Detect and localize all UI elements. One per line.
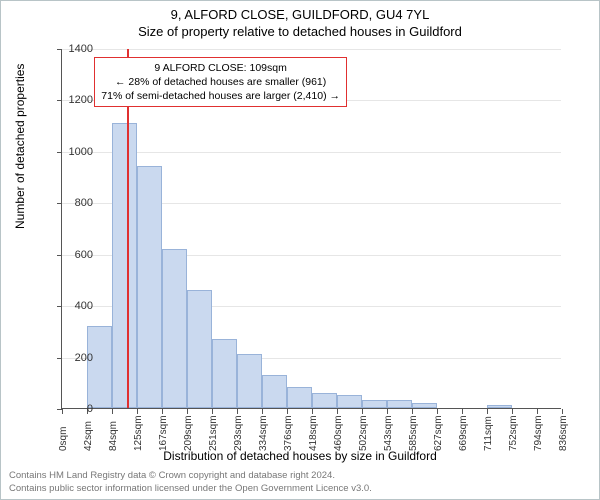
histogram-chart: 0sqm42sqm84sqm125sqm167sqm209sqm251sqm29… — [61, 49, 561, 409]
histogram-bar — [362, 400, 387, 408]
xtick-mark — [412, 409, 413, 414]
page-title-line1: 9, ALFORD CLOSE, GUILDFORD, GU4 7YL — [1, 7, 599, 22]
ytick-label: 200 — [75, 352, 93, 364]
xtick-label: 167sqm — [158, 415, 169, 451]
histogram-bar — [387, 400, 412, 408]
xtick-label: 627sqm — [433, 415, 444, 451]
xtick-mark — [337, 409, 338, 414]
annotation-line: ← 28% of detached houses are smaller (96… — [101, 75, 340, 89]
xtick-label: 543sqm — [383, 415, 394, 451]
xtick-mark — [162, 409, 163, 414]
xtick-label: 209sqm — [183, 415, 194, 451]
histogram-bar — [312, 393, 337, 408]
ytick-mark — [57, 100, 62, 101]
annotation-line: 9 ALFORD CLOSE: 109sqm — [101, 61, 340, 75]
histogram-bar — [262, 375, 287, 408]
ytick-mark — [57, 49, 62, 50]
ytick-label: 1200 — [69, 94, 93, 106]
xtick-mark — [287, 409, 288, 414]
histogram-bar — [112, 123, 137, 408]
xtick-label: 125sqm — [133, 415, 144, 451]
xtick-label: 585sqm — [408, 415, 419, 451]
ytick-label: 800 — [75, 197, 93, 209]
xtick-mark — [387, 409, 388, 414]
xtick-mark — [112, 409, 113, 414]
xtick-label: 794sqm — [533, 415, 544, 451]
xtick-label: 460sqm — [333, 415, 344, 451]
xtick-label: 836sqm — [558, 415, 569, 451]
xtick-label: 251sqm — [208, 415, 219, 451]
ytick-label: 0 — [87, 403, 93, 415]
gridline-h — [62, 49, 561, 50]
histogram-bar — [87, 326, 112, 408]
xtick-mark — [537, 409, 538, 414]
xtick-label: 84sqm — [108, 421, 119, 451]
xtick-mark — [562, 409, 563, 414]
xtick-label: 418sqm — [308, 415, 319, 451]
annotation-box: 9 ALFORD CLOSE: 109sqm← 28% of detached … — [94, 57, 347, 108]
xtick-mark — [437, 409, 438, 414]
ytick-mark — [57, 358, 62, 359]
histogram-bar — [187, 290, 212, 408]
page-title-line2: Size of property relative to detached ho… — [1, 24, 599, 39]
xtick-mark — [62, 409, 63, 414]
xtick-label: 293sqm — [233, 415, 244, 451]
histogram-bar — [337, 395, 362, 408]
xtick-label: 752sqm — [508, 415, 519, 451]
ytick-mark — [57, 306, 62, 307]
xtick-mark — [212, 409, 213, 414]
ytick-label: 1400 — [69, 43, 93, 55]
xtick-mark — [237, 409, 238, 414]
xtick-label: 502sqm — [358, 415, 369, 451]
xtick-mark — [262, 409, 263, 414]
xtick-mark — [312, 409, 313, 414]
xtick-mark — [187, 409, 188, 414]
histogram-bar — [212, 339, 237, 408]
xtick-mark — [462, 409, 463, 414]
histogram-bar — [487, 405, 512, 408]
histogram-bar — [162, 249, 187, 408]
xtick-mark — [487, 409, 488, 414]
footer-line1: Contains HM Land Registry data © Crown c… — [9, 470, 591, 482]
xtick-mark — [512, 409, 513, 414]
plot-area: 0sqm42sqm84sqm125sqm167sqm209sqm251sqm29… — [61, 49, 561, 409]
ytick-label: 600 — [75, 249, 93, 261]
xtick-mark — [362, 409, 363, 414]
xtick-label: 669sqm — [458, 415, 469, 451]
histogram-bar — [137, 166, 162, 408]
ytick-mark — [57, 255, 62, 256]
ytick-label: 1000 — [69, 146, 93, 158]
x-axis-label: Distribution of detached houses by size … — [1, 449, 599, 463]
histogram-bar — [287, 387, 312, 408]
ytick-label: 400 — [75, 300, 93, 312]
y-axis-label: Number of detached properties — [13, 64, 27, 229]
xtick-label: 0sqm — [58, 427, 69, 451]
xtick-label: 334sqm — [258, 415, 269, 451]
ytick-mark — [57, 152, 62, 153]
xtick-label: 376sqm — [283, 415, 294, 451]
histogram-bar — [412, 403, 437, 408]
xtick-mark — [137, 409, 138, 414]
histogram-bar — [237, 354, 262, 408]
xtick-label: 42sqm — [83, 421, 94, 451]
xtick-label: 711sqm — [483, 416, 494, 451]
footer-line2: Contains public sector information licen… — [9, 483, 591, 495]
footer-attribution: Contains HM Land Registry data © Crown c… — [9, 470, 591, 495]
ytick-mark — [57, 203, 62, 204]
annotation-line: 71% of semi-detached houses are larger (… — [101, 89, 340, 103]
